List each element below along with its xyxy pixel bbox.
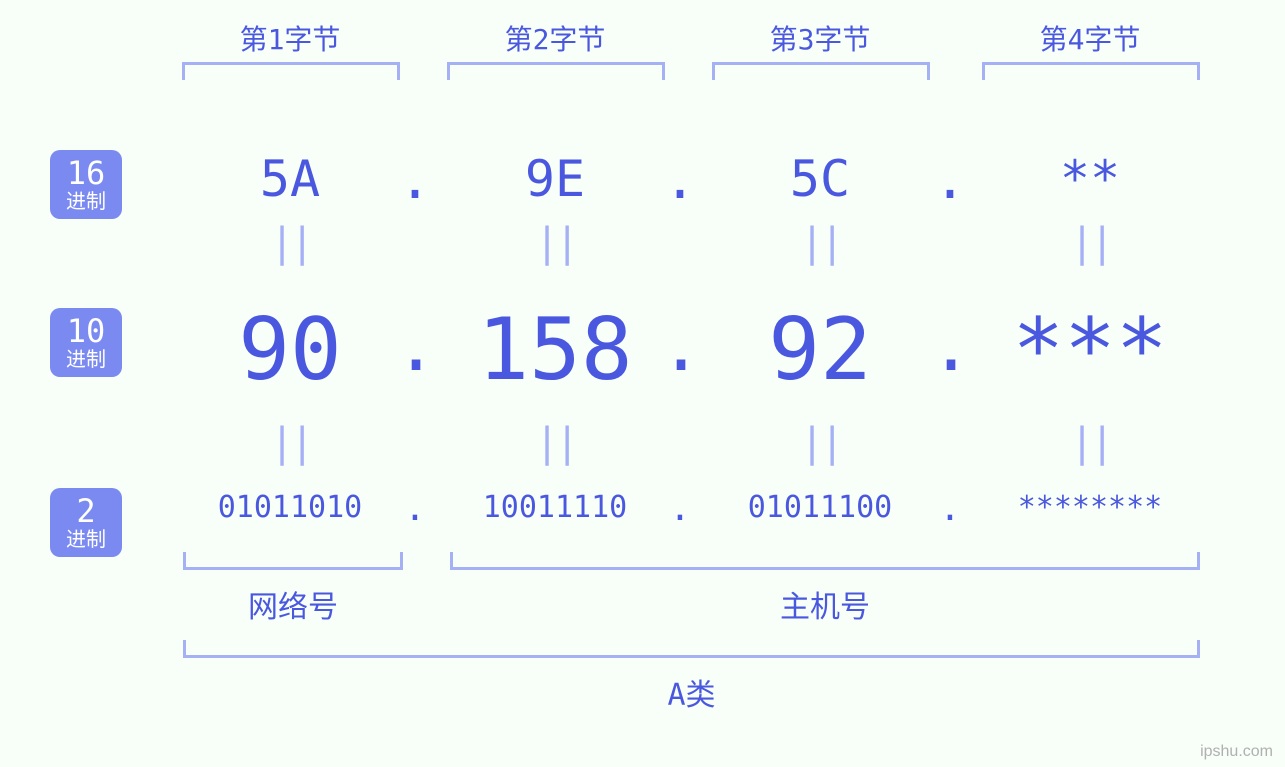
byte-label-1: 第1字节 <box>180 18 400 58</box>
bracket-byte-4 <box>982 62 1200 80</box>
hex-dot-1: . <box>398 148 432 211</box>
hex-byte-4: ** <box>980 150 1200 208</box>
vbar-hex-dec-4: || <box>1070 220 1110 266</box>
bracket-byte-3 <box>712 62 930 80</box>
byte-label-4: 第4字节 <box>980 18 1200 58</box>
vbar-dec-bin-1: || <box>270 420 310 466</box>
dec-byte-1: 90 <box>180 300 400 400</box>
bracket-byte-2 <box>447 62 665 80</box>
byte-label-3: 第3字节 <box>710 18 930 58</box>
label-host: 主机号 <box>450 582 1200 626</box>
dec-byte-4: *** <box>980 300 1200 400</box>
diagram-container: { "colors": { "background": "#f8fef8", "… <box>0 0 1285 767</box>
badge-hex: 16 进制 <box>50 150 122 219</box>
dec-byte-2: 158 <box>445 300 665 400</box>
hex-byte-1: 5A <box>180 150 400 208</box>
badge-bin: 2 进制 <box>50 488 122 557</box>
bracket-network <box>183 552 403 570</box>
hex-byte-2: 9E <box>445 150 665 208</box>
vbar-hex-dec-1: || <box>270 220 310 266</box>
badge-dec: 10 进制 <box>50 308 122 377</box>
vbar-dec-bin-2: || <box>535 420 575 466</box>
hex-dot-2: . <box>663 148 697 211</box>
badge-hex-suffix: 进制 <box>50 191 122 211</box>
vbar-hex-dec-2: || <box>535 220 575 266</box>
hex-byte-3: 5C <box>710 150 930 208</box>
dec-dot-2: . <box>660 305 700 387</box>
label-ip-class: A类 <box>183 670 1200 714</box>
badge-bin-suffix: 进制 <box>50 529 122 549</box>
bracket-class <box>183 640 1200 658</box>
bin-byte-3: 01011100 <box>710 490 930 525</box>
vbar-dec-bin-3: || <box>800 420 840 466</box>
dec-byte-3: 92 <box>710 300 930 400</box>
bin-byte-1: 01011010 <box>180 490 400 525</box>
dec-dot-1: . <box>395 305 435 387</box>
vbar-hex-dec-3: || <box>800 220 840 266</box>
vbar-dec-bin-4: || <box>1070 420 1110 466</box>
badge-dec-num: 10 <box>50 314 122 349</box>
bin-dot-2: . <box>665 488 695 529</box>
label-network: 网络号 <box>183 582 403 626</box>
bin-dot-3: . <box>935 488 965 529</box>
bracket-byte-1 <box>182 62 400 80</box>
hex-dot-3: . <box>933 148 967 211</box>
badge-bin-num: 2 <box>50 494 122 529</box>
bin-dot-1: . <box>400 488 430 529</box>
badge-hex-num: 16 <box>50 156 122 191</box>
dec-dot-3: . <box>930 305 970 387</box>
bin-byte-4: ******** <box>980 490 1200 525</box>
watermark: ipshu.com <box>1200 743 1273 761</box>
bracket-host <box>450 552 1200 570</box>
bin-byte-2: 10011110 <box>445 490 665 525</box>
badge-dec-suffix: 进制 <box>50 349 122 369</box>
byte-label-2: 第2字节 <box>445 18 665 58</box>
